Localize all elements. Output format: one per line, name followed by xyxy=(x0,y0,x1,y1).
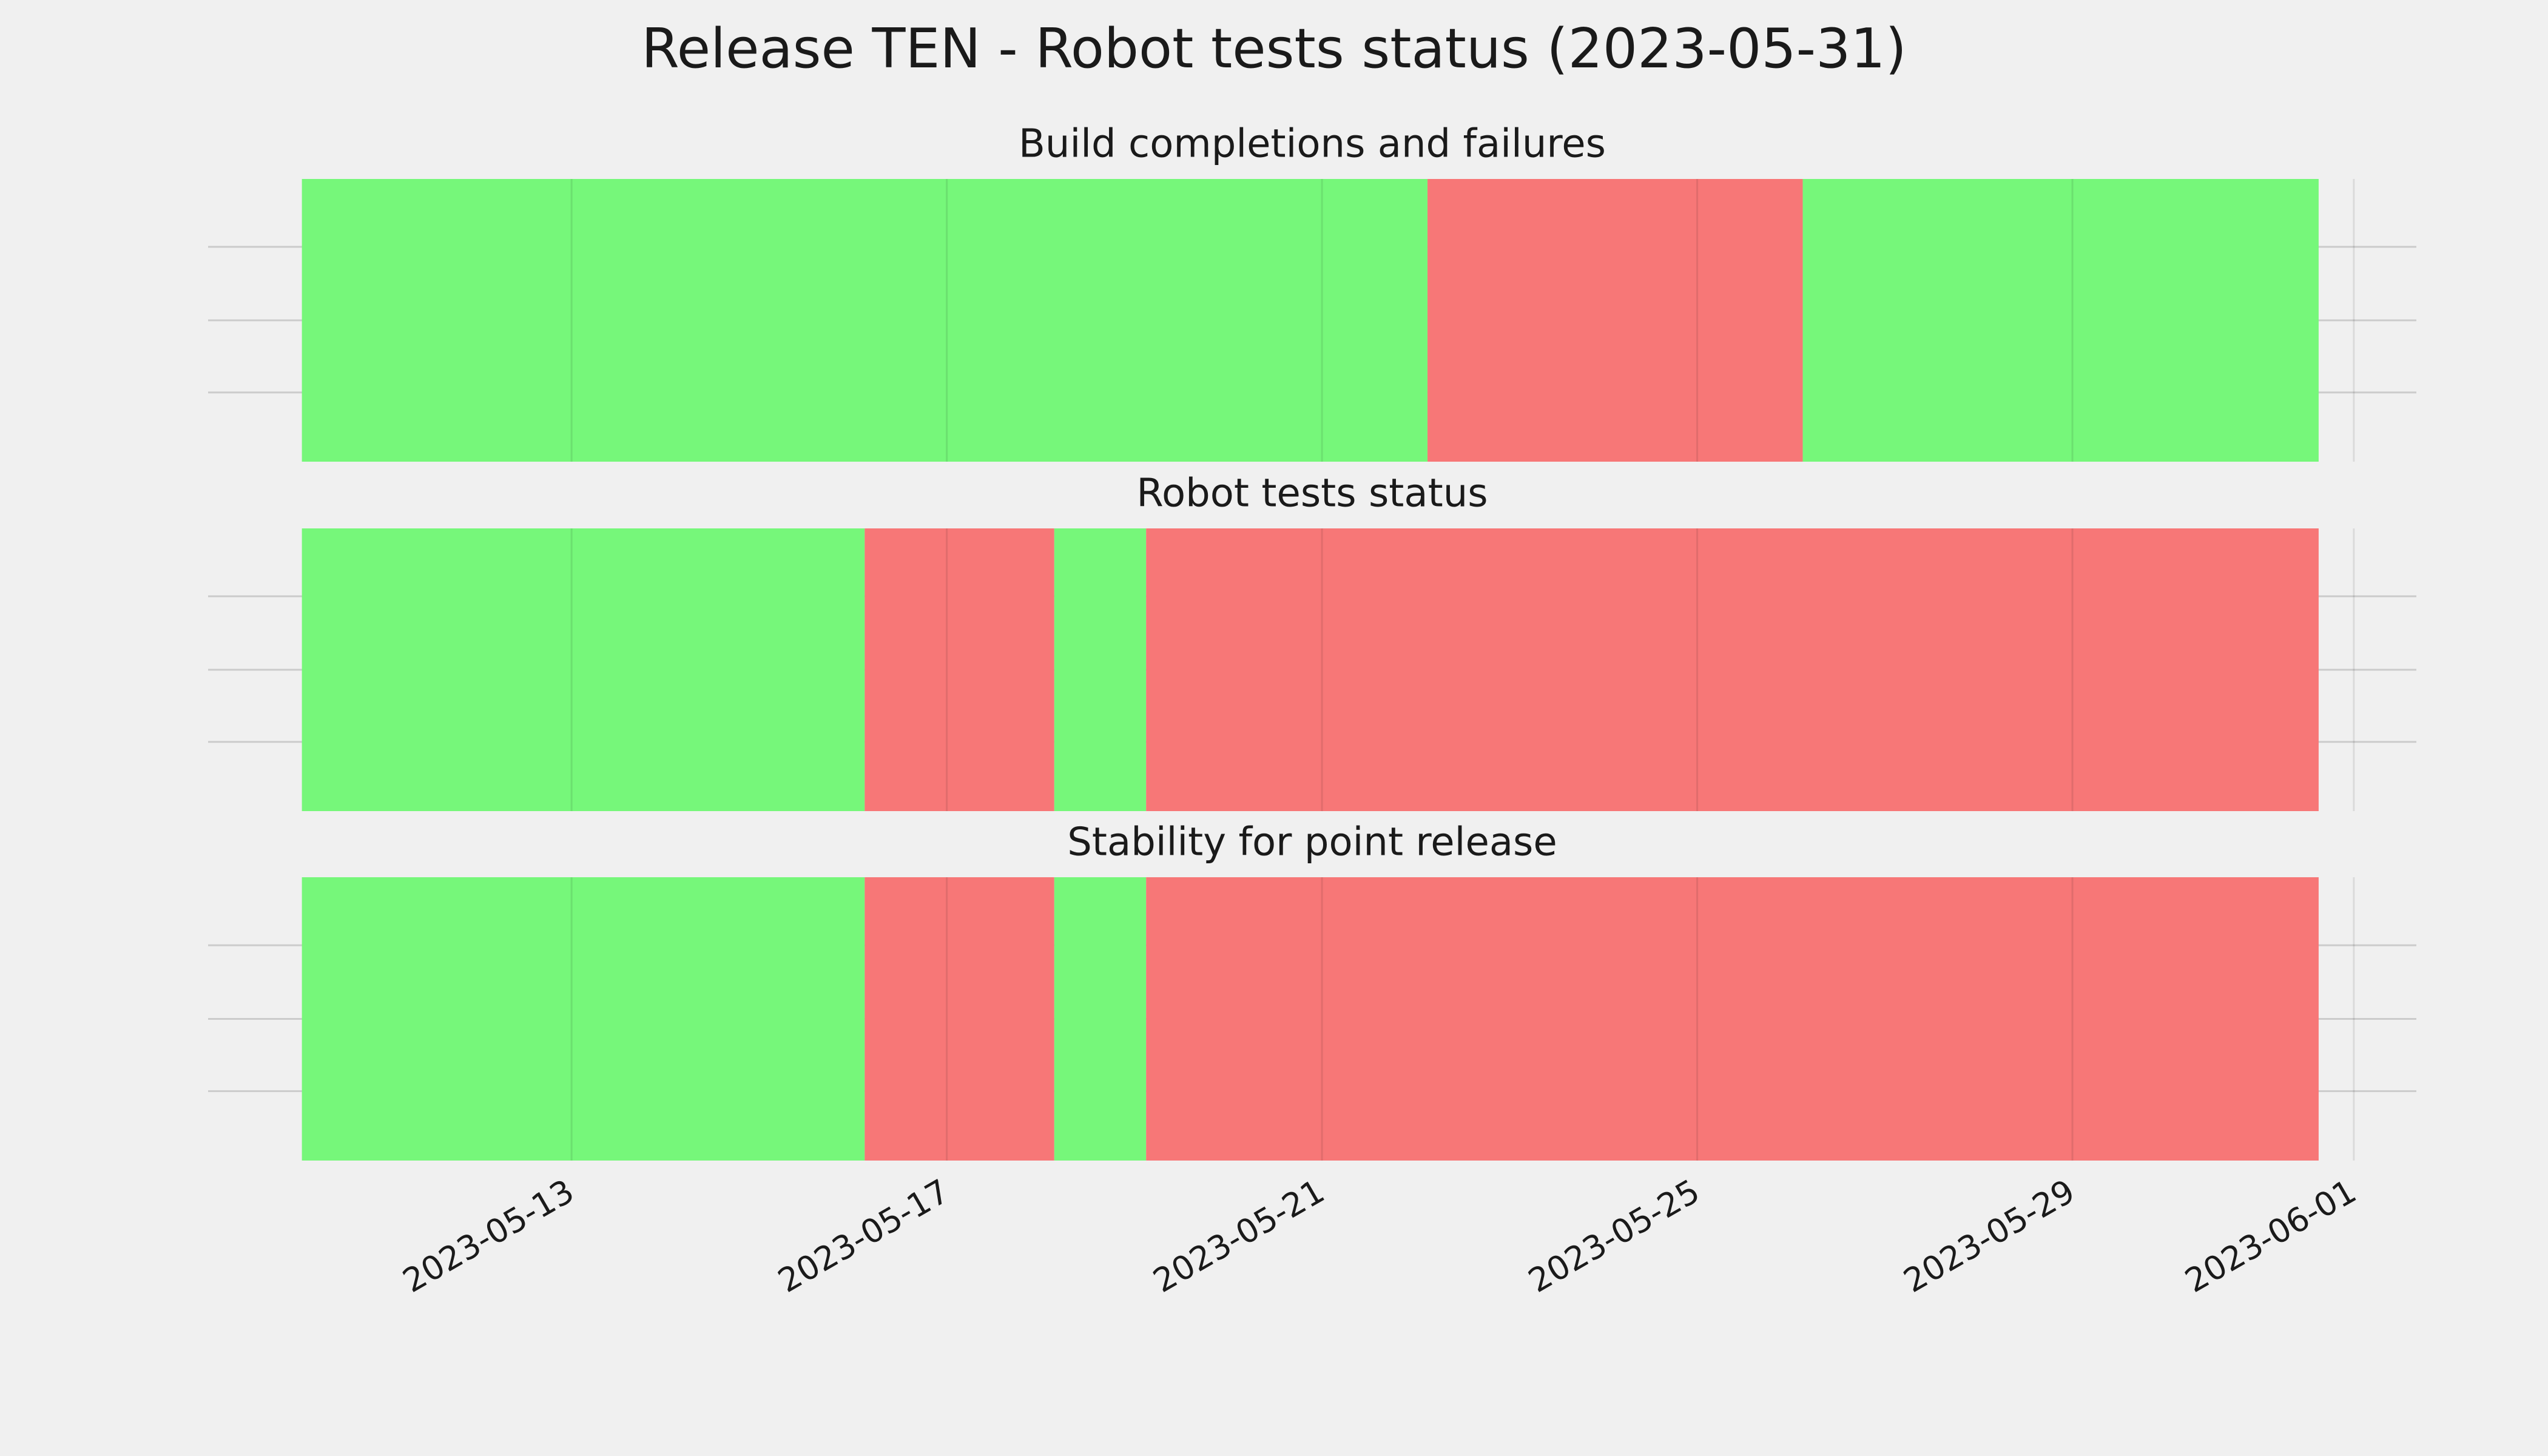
status-segment xyxy=(302,528,865,811)
status-segment xyxy=(1146,528,2319,811)
subplot-title: Robot tests status xyxy=(1136,471,1488,516)
status-segment xyxy=(864,528,1054,811)
status-segment xyxy=(1054,877,1147,1161)
status-segment xyxy=(1427,179,1803,462)
status-segment xyxy=(1146,877,2319,1161)
status-segment xyxy=(1054,528,1147,811)
chart-title: Release TEN - Robot tests status (2023-0… xyxy=(641,17,1907,81)
subplot-title: Build completions and failures xyxy=(1019,122,1606,167)
status-segment xyxy=(302,877,865,1161)
status-segment xyxy=(1802,179,2319,462)
status-segment xyxy=(302,179,1428,462)
status-segment xyxy=(864,877,1054,1161)
subplot-title: Stability for point release xyxy=(1067,820,1557,865)
